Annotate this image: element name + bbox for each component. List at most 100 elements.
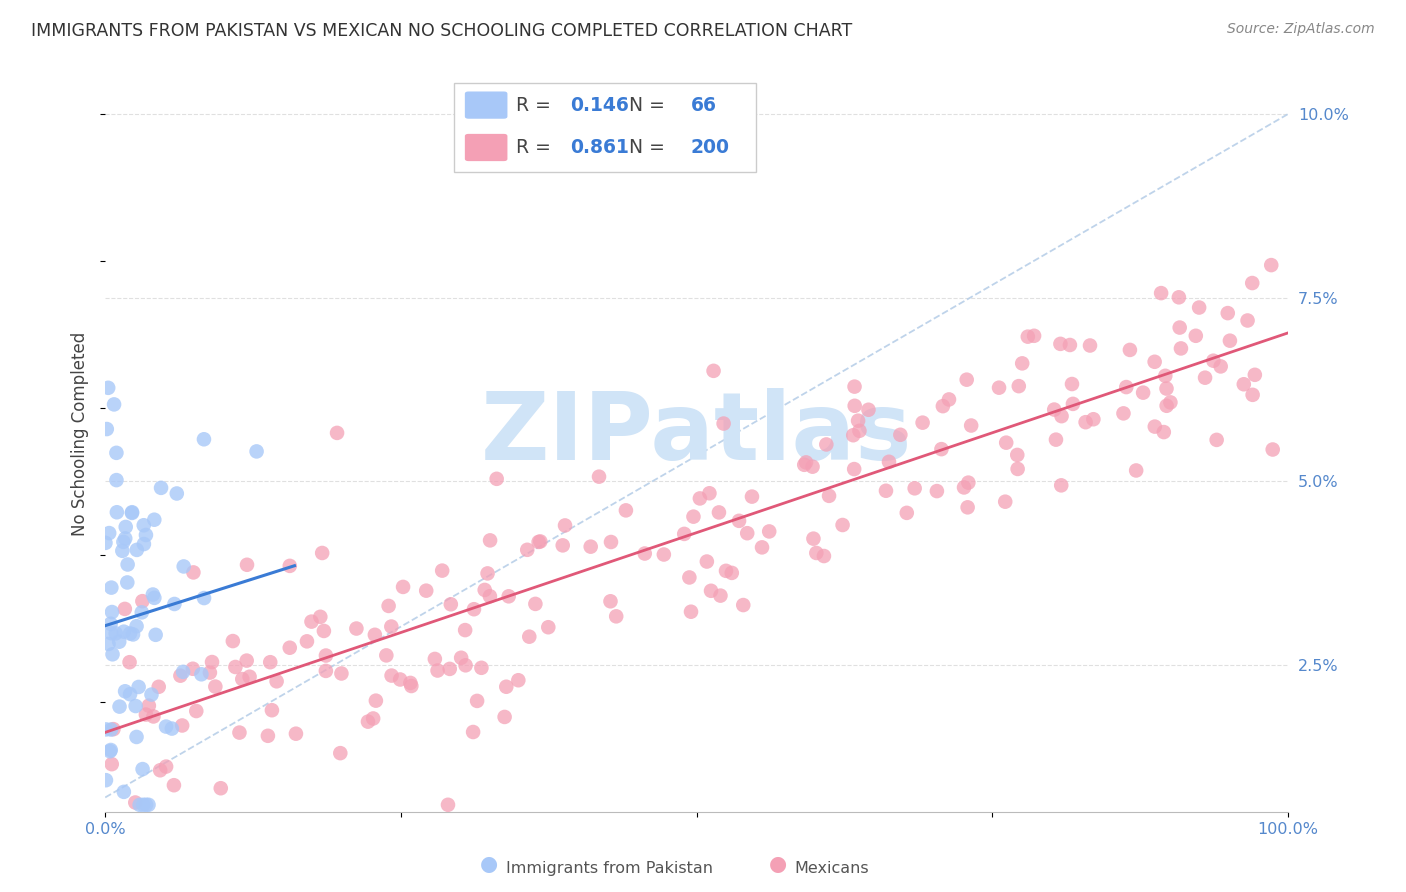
Point: [135, 528, 157, 542]
Point: [956, 500, 979, 515]
Point: [135, 707, 157, 722]
Point: [678, 570, 700, 584]
Text: 66: 66: [690, 95, 717, 114]
Point: [181, 662, 204, 676]
Point: [118, 626, 141, 640]
Text: Mexicans: Mexicans: [794, 861, 869, 876]
Point: [312, 624, 335, 638]
Point: [132, 537, 155, 551]
Point: [1050, 409, 1073, 424]
Point: [329, 746, 352, 760]
Text: 0.861: 0.861: [571, 138, 628, 157]
Point: [461, 725, 484, 739]
Point: [932, 399, 955, 413]
Point: [1062, 397, 1084, 411]
Point: [709, 589, 731, 603]
Point: [245, 444, 267, 458]
Point: [1188, 301, 1211, 315]
Point: [1017, 329, 1039, 343]
Point: [100, 626, 122, 640]
Point: [259, 655, 281, 669]
Point: [465, 694, 488, 708]
Point: [517, 630, 540, 644]
Point: [806, 546, 828, 560]
Point: [125, 619, 148, 633]
Point: [138, 797, 160, 812]
Point: [166, 486, 188, 500]
Point: [831, 518, 853, 533]
Point: [614, 503, 637, 517]
Point: [108, 634, 131, 648]
Point: [842, 428, 865, 442]
Point: [1150, 286, 1173, 301]
Point: [149, 764, 172, 778]
Point: [1168, 320, 1191, 334]
Point: [364, 693, 387, 707]
Point: [204, 680, 226, 694]
Point: [1153, 425, 1175, 439]
Point: [186, 704, 208, 718]
Point: [124, 699, 146, 714]
Point: [1260, 258, 1282, 272]
Point: [439, 662, 461, 676]
Point: [112, 785, 135, 799]
Point: [311, 546, 333, 560]
Point: [652, 548, 675, 562]
Point: [399, 676, 422, 690]
Point: [696, 555, 718, 569]
Point: [1241, 388, 1264, 402]
Point: [875, 483, 897, 498]
Point: [114, 532, 136, 546]
Point: [100, 757, 122, 772]
Point: [599, 594, 621, 608]
Point: [155, 759, 177, 773]
Point: [236, 558, 259, 572]
Point: [516, 542, 538, 557]
Point: [231, 672, 253, 686]
Point: [470, 661, 492, 675]
Point: [105, 446, 128, 460]
Text: Source: ZipAtlas.com: Source: ZipAtlas.com: [1227, 22, 1375, 37]
Point: [100, 616, 122, 631]
Point: [1119, 343, 1142, 357]
Point: [1156, 382, 1178, 396]
Text: 0.146: 0.146: [571, 95, 628, 114]
Point: [1011, 356, 1033, 370]
Point: [103, 722, 125, 736]
Point: [1115, 380, 1137, 394]
Point: [714, 564, 737, 578]
Text: IMMIGRANTS FROM PAKISTAN VS MEXICAN NO SCHOOLING COMPLETED CORRELATION CHART: IMMIGRANTS FROM PAKISTAN VS MEXICAN NO S…: [31, 22, 852, 40]
Point: [101, 648, 124, 662]
Point: [138, 698, 160, 713]
Point: [128, 797, 150, 812]
Point: [1241, 276, 1264, 290]
Point: [904, 481, 927, 495]
FancyBboxPatch shape: [465, 134, 508, 161]
Text: ●: ●: [769, 855, 786, 874]
Point: [131, 594, 153, 608]
Point: [96, 422, 118, 436]
Point: [375, 648, 398, 663]
Point: [155, 720, 177, 734]
Point: [97, 637, 120, 651]
Point: [1216, 306, 1239, 320]
Point: [995, 435, 1018, 450]
Point: [1132, 385, 1154, 400]
Point: [201, 655, 224, 669]
Point: [344, 622, 367, 636]
Point: [105, 505, 128, 519]
Point: [309, 609, 332, 624]
Point: [105, 473, 128, 487]
Point: [957, 475, 980, 490]
Point: [848, 424, 870, 438]
Point: [125, 730, 148, 744]
Point: [925, 484, 948, 499]
Point: [1167, 290, 1189, 304]
Point: [193, 591, 215, 605]
Point: [634, 547, 657, 561]
Point: [121, 506, 143, 520]
Text: 200: 200: [690, 138, 730, 157]
Point: [222, 634, 245, 648]
Point: [100, 581, 122, 595]
Point: [758, 524, 780, 539]
